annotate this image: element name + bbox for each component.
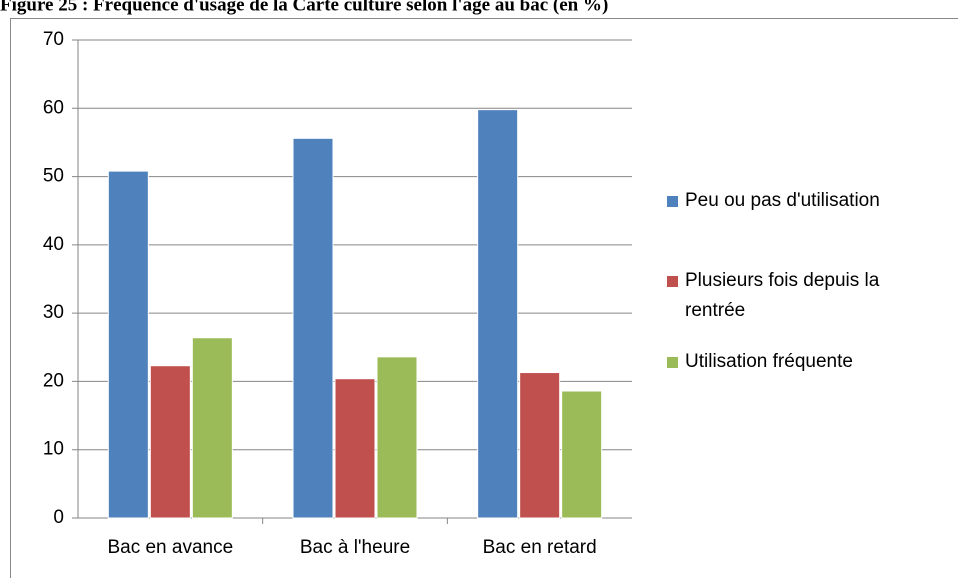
bar [191, 337, 233, 519]
bar [292, 137, 334, 519]
bar [561, 390, 603, 519]
bar [107, 170, 149, 519]
legend-item: Peu ou pas d'utilisation [667, 186, 952, 216]
bar [376, 356, 418, 519]
chart-frame [10, 18, 958, 578]
y-tick-label: 20 [43, 370, 64, 391]
legend-label: Peu ou pas d'utilisation [685, 190, 880, 211]
legend-swatch [667, 276, 678, 287]
legend-item: Plusieurs fois depuis la rentrée [667, 266, 952, 326]
y-tick-label: 70 [43, 29, 64, 50]
bar [477, 109, 519, 519]
chart-title: Figure 25 : Fréquence d'usage de la Cart… [0, 0, 608, 15]
bar [334, 378, 376, 519]
legend-swatch [667, 357, 678, 368]
bar [519, 372, 561, 519]
y-tick-label: 10 [43, 439, 64, 460]
legend-item: Utilisation fréquente [667, 347, 952, 377]
x-tick-label: Bac à l'heure [300, 537, 410, 558]
x-tick-label: Bac en retard [483, 537, 597, 558]
bar [149, 365, 191, 519]
y-tick-label: 0 [53, 507, 64, 528]
x-tick-label: Bac en avance [107, 537, 233, 558]
legend-label: Plusieurs fois depuis la rentrée [685, 270, 880, 321]
y-tick-label: 40 [43, 234, 64, 255]
y-tick-label: 60 [43, 97, 64, 118]
legend-label: Utilisation fréquente [685, 351, 853, 372]
legend-swatch [667, 196, 678, 207]
y-tick-label: 30 [43, 302, 64, 323]
y-tick-label: 50 [43, 166, 64, 187]
